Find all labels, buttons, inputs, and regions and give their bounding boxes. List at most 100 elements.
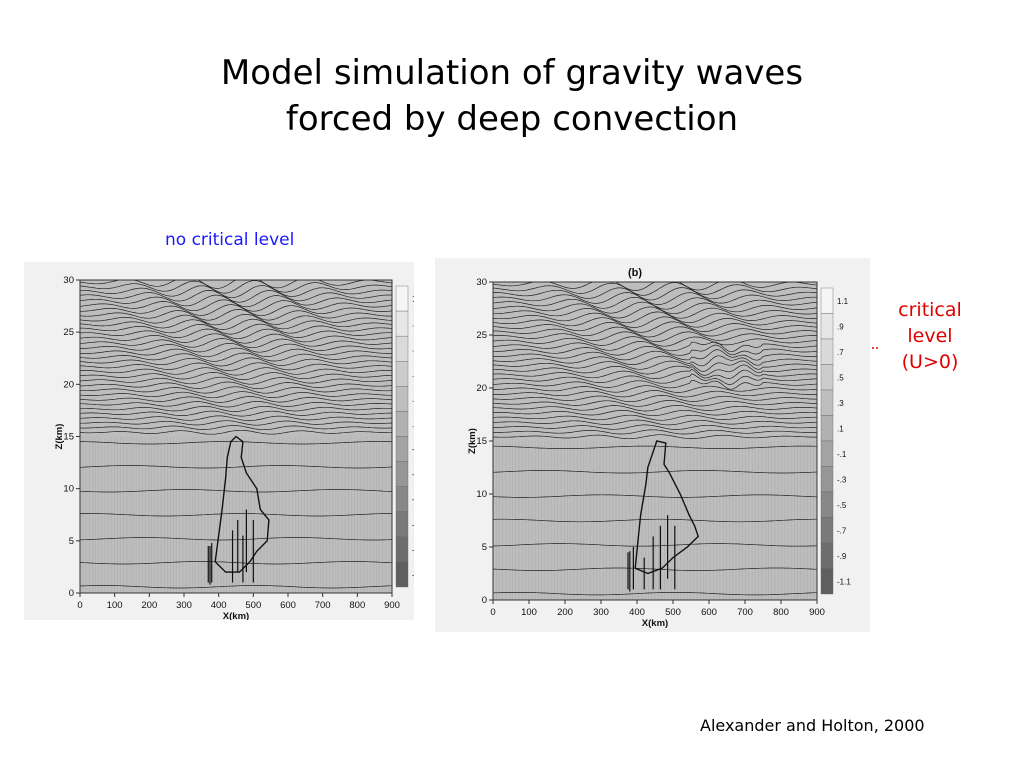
contour-line [80,323,393,335]
colorbar-swatch [820,440,834,467]
contour-line [80,304,393,317]
contour-line [492,592,817,596]
contour-line [492,470,818,474]
contour-line [80,405,393,412]
colorbar-tick-label: .5 [837,373,844,382]
contour-lines [492,281,818,596]
colorbar-tick-label: -.7 [412,520,414,529]
colorbar-swatch [820,568,834,595]
contour-line [492,414,817,421]
colorbar-tick-label: -.9 [837,552,847,561]
colorbar-tick-label: .7 [412,345,414,354]
contour-line [79,415,393,421]
contour-line [79,489,393,493]
contour-line [79,410,392,417]
colorbar-tick-label: -.5 [837,501,847,510]
x-tick-label: 400 [211,600,227,611]
colorbar-tick-label: -.1 [412,445,414,454]
contour-line [493,344,818,356]
panel-a-plot: 0 100 200 300 400 500 600 700 800 900 0 5 10 15 20 25 30… [24,262,414,620]
x-tick-label: 300 [593,607,609,618]
colorbar-tick-label: -1.1 [837,577,851,586]
colorbar-swatch [395,486,409,512]
colorbar-tick-label: .9 [412,320,414,329]
contour-line [79,338,393,349]
contour-line [492,543,818,547]
slide-title: Model simulation of gravity waves forced… [0,50,1024,142]
colorbar-tick-label: -.9 [412,545,414,554]
y-tick-label: 20 [476,383,487,394]
contour-line [79,333,393,344]
contour-line [79,352,392,362]
contour-line [493,409,818,417]
title-line-2: forced by deep convection [285,99,739,139]
contour-line [79,381,393,390]
contour-line [79,309,393,321]
colorbar-swatch [395,536,409,563]
y-axis-label: Z(km) [467,428,478,454]
contour-line [79,357,393,367]
contour-line [492,400,818,407]
contour-line [492,292,817,305]
y-tick-label: 25 [476,330,487,341]
x-tick-label: 600 [280,600,296,611]
contour-line [492,419,818,426]
x-tick-label: 100 [521,607,537,618]
contour-line [492,379,818,390]
contour-line [79,313,393,326]
contour-line [79,290,392,303]
contour-line [79,585,392,589]
y-tick-label: 20 [63,379,74,390]
x-tick-label: 800 [773,607,789,618]
x-tick-label: 700 [315,600,331,611]
title-line-1: Model simulation of gravity waves [220,53,804,93]
colorbar-swatch [820,389,834,416]
contour-line [492,424,818,430]
colorbar-swatch [395,310,409,337]
x-axis-label: X(km) [223,611,249,620]
colorbar-swatch [820,517,834,544]
y-tick-label: 0 [482,595,487,606]
contour-line [79,328,393,340]
contour-line [492,287,818,301]
colorbar-tick-label: .3 [837,399,844,408]
contour-line [79,420,393,426]
contour-line [79,280,393,294]
colorbar-tick-label: -1.1 [412,570,414,579]
colorbar-swatch [395,386,409,412]
colorbar-tick-label: -.1 [837,450,847,459]
colorbar-tick-label: -.7 [837,526,847,535]
colorbar-tick-label: -.3 [837,475,847,484]
panel-b-plot: 0 100 200 300 400 500 600 700 800 900 0 5 10 15 20 25 30… [435,258,870,632]
contour-line [492,434,817,440]
x-tick-label: 200 [557,607,573,618]
y-tick-label: 15 [476,436,487,447]
colorbar-swatch [820,364,834,391]
x-tick-label: 400 [629,607,645,618]
contour-line [492,321,818,333]
precip-streaks [627,515,676,592]
x-tick-label: 800 [349,600,365,611]
colorbar-tick-label: .1 [837,424,844,433]
x-tick-label: 100 [107,600,123,611]
no-critical-level-label: no critical level [165,230,295,250]
contour-line [79,367,393,376]
contour-line [493,364,818,376]
colorbar-swatch [395,436,409,462]
x-tick-label: 600 [701,607,717,618]
y-tick-label: 10 [63,484,74,495]
colorbar-tick-label: .7 [837,348,844,357]
y-tick-label: 10 [476,489,487,500]
contour-line [492,373,817,385]
contour-line [492,360,818,372]
contour-line [492,390,818,398]
colorbar-tick-label: .9 [837,322,844,331]
contour-line [80,429,392,435]
contour-line [79,372,393,380]
x-tick-label: 200 [141,600,157,611]
colorbar-swatch [820,415,834,442]
contour-line [79,318,393,330]
colorbar-swatch [820,287,834,314]
contour-line [492,331,817,342]
colorbar-swatch [395,411,409,437]
